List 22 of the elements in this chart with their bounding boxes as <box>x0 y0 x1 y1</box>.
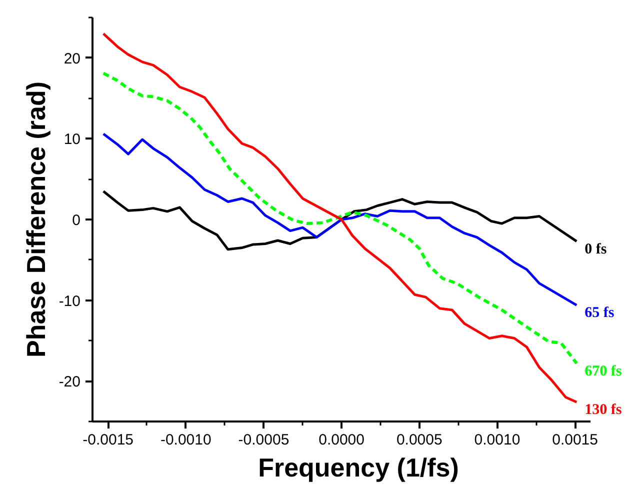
x-tick-label: 0.0015 <box>552 432 598 448</box>
x-axis-title: Frequency (1/fs) <box>258 452 459 482</box>
y-tick-label: 20 <box>64 50 81 68</box>
series-label: 65 fs <box>584 305 614 322</box>
line-series <box>102 72 578 365</box>
line-series <box>102 190 578 251</box>
y-tick-label: 10 <box>64 131 81 148</box>
x-tick-label: -0.0010 <box>160 432 212 448</box>
series-label: 130 fs <box>584 402 622 418</box>
line-series <box>102 32 578 404</box>
y-tick-label: 0 <box>72 212 80 229</box>
series-label: 670 fs <box>584 363 622 380</box>
series-label: 0 fs <box>584 241 607 258</box>
y-tick-label: -10 <box>58 292 81 310</box>
y-axis-title: Phase Difference (rad) <box>20 82 51 358</box>
x-tick-label: -0.0015 <box>82 432 134 448</box>
x-tick-label: -0.0005 <box>238 432 290 448</box>
line-series <box>102 132 578 306</box>
y-tick-label: -20 <box>58 374 81 391</box>
x-tick-label: 0.0005 <box>396 432 442 448</box>
x-tick-label: 0.0000 <box>318 432 365 448</box>
x-tick-label: 0.0010 <box>474 432 520 448</box>
